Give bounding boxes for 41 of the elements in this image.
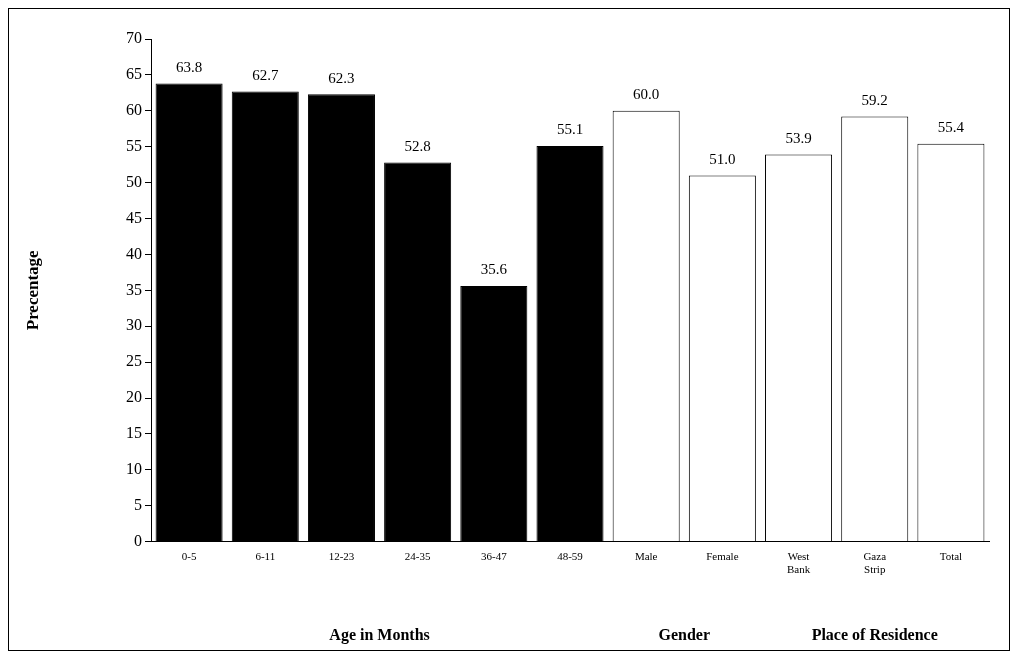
y-tick-label: 25: [126, 352, 142, 370]
x-tick-label: 48-59: [557, 550, 584, 563]
y-tick-label: 40: [126, 244, 142, 262]
x-tick-label: Female: [706, 550, 739, 563]
y-tick-label: 10: [126, 460, 142, 477]
y-tick-label: 70: [126, 29, 142, 47]
y-axis-title: Precentage: [22, 249, 42, 331]
y-tick-label: 55: [126, 136, 142, 154]
y-tick-label: 50: [126, 172, 142, 190]
y-tick-label: 20: [126, 388, 142, 406]
data-label: 55.1: [556, 121, 584, 138]
text: Age in Months: [329, 626, 430, 645]
y-tick-label: 35: [126, 280, 142, 298]
x-tick-label: Gaza Strip: [863, 550, 887, 576]
x-tick-label: West Bank: [786, 550, 811, 576]
y-tick-label: 5: [134, 495, 142, 513]
y-tick-label: 65: [126, 65, 142, 83]
y-tick-label: 30: [126, 316, 142, 334]
text: Place of Residence: [811, 626, 938, 644]
data-label: 62.7: [252, 66, 279, 83]
x-tick-label: 36-47: [480, 550, 508, 563]
y-tick-label: 0: [134, 531, 142, 549]
y-tick-label: 15: [126, 424, 142, 442]
x-tick-label: Male: [634, 550, 658, 563]
x-tick-label: 0-5: [181, 550, 197, 563]
data-label: 63.8: [175, 58, 203, 75]
x-tick-label: 24-35: [404, 550, 431, 563]
data-label: 35.6: [480, 261, 508, 278]
data-label: 59.2: [861, 91, 888, 108]
x-tick-label: Total: [939, 550, 963, 563]
data-label: 60.0: [633, 86, 660, 103]
data-label: 55.4: [937, 119, 965, 136]
text: Gender: [658, 626, 711, 644]
y-tick-label: 45: [126, 208, 142, 226]
data-label: 51.0: [709, 150, 736, 167]
data-label: 53.9: [785, 130, 812, 147]
data-label: 52.8: [404, 137, 431, 154]
x-tick-label: 12-23: [328, 550, 355, 563]
data-label: 62.3: [328, 69, 355, 86]
y-tick-label: 60: [126, 101, 142, 118]
x-tick-label: 6-11: [255, 550, 276, 563]
